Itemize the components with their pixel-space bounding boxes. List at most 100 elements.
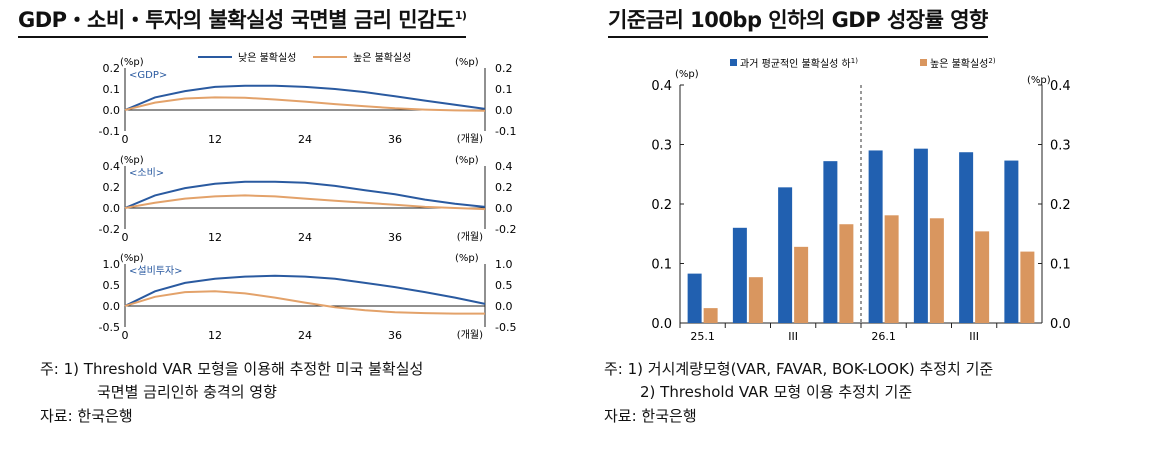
bar-series2-3	[794, 246, 809, 323]
bar-unit-left: (%p)	[675, 69, 699, 80]
bar-ytick-right-0: 0.4	[1050, 79, 1071, 94]
bar-series1-2	[732, 227, 747, 323]
right-note-2: 2) Threshold VAR 모형 이용 추정치 기준	[640, 383, 913, 401]
bar-ytick-left-1: 0.3	[651, 139, 672, 154]
legend-label-2: 높은 불확실성2)	[930, 57, 996, 70]
chart3-panel-label: <설비투자>	[129, 265, 183, 277]
chart2-ytick-left-0: 0.4	[103, 160, 121, 173]
chart1-panel-label: <GDP>	[129, 70, 167, 81]
legend-label-2: 높은 불확실성	[353, 52, 411, 64]
chart1-ytick-left-2: 0.0	[103, 104, 121, 117]
chart3-ytick-right-3: -0.5	[495, 321, 516, 334]
bar-series2-4	[839, 224, 854, 323]
bar-ytick-right-2: 0.2	[1050, 198, 1071, 213]
bar-ytick-right-3: 0.1	[1050, 258, 1071, 273]
chart1-xtick-2: 24	[298, 133, 312, 146]
chart3-ytick-right-1: 0.5	[495, 279, 513, 292]
chart1-ytick-left-0: 0.2	[103, 62, 121, 75]
chart1-xtick-3: 36	[388, 133, 402, 146]
bar-series2-8	[1020, 251, 1035, 323]
chart2-xtick-0: 0	[122, 231, 129, 244]
bar-ytick-left-3: 0.1	[651, 258, 672, 273]
chart3-unit-left: (%p)	[120, 253, 144, 264]
chart3-xtick-3: 36	[388, 329, 402, 342]
chart2-ytick-right-0: 0.4	[495, 160, 513, 173]
chart2-xtick-3: 36	[388, 231, 402, 244]
chart3-series-2-line	[124, 290, 485, 315]
bar-series2-5	[884, 215, 899, 323]
chart3-ytick-right-2: 0.0	[495, 300, 513, 313]
chart2-ytick-right-2: 0.0	[495, 202, 513, 215]
bar-ytick-left-2: 0.2	[651, 198, 672, 213]
left-note-2: 국면별 금리인하 충격의 영향	[97, 383, 277, 401]
chart1-xlabel: (개월)	[457, 133, 483, 145]
chart2-ytick-right-3: -0.2	[495, 223, 516, 236]
bar-series1-6	[913, 148, 928, 323]
bar-series2-7	[975, 231, 990, 323]
chart1-series-2-line	[124, 96, 486, 112]
chart3-xtick-2: 24	[298, 329, 312, 342]
legend-swatch-2	[920, 59, 927, 66]
chart2-xtick-2: 24	[298, 231, 312, 244]
bar-series1-5	[868, 150, 883, 323]
chart2-ytick-left-1: 0.2	[103, 181, 121, 194]
bar-category-3: III	[788, 330, 798, 343]
chart1-xtick-1: 12	[208, 133, 222, 146]
chart2-ytick-left-2: 0.0	[103, 202, 121, 215]
bar-ytick-right-4: 0.0	[1050, 317, 1071, 332]
legend-sup-2: 2)	[988, 57, 995, 65]
right-bar-chart: 과거 평균적인 불확실성 하1) 높은 불확실성2) 0.4 0.4 0.3 0.3 0.2…	[651, 57, 1071, 343]
legend-label-1: 낮은 불확실성	[238, 52, 296, 64]
bar-series2-6	[929, 218, 944, 323]
right-source: 자료: 한국은행	[604, 407, 697, 425]
bar-series2-1	[703, 308, 718, 323]
left-note-1: 주: 1) Threshold VAR 모형을 이용해 추정한 미국 불확실성	[40, 360, 424, 378]
chart3-unit-right: (%p)	[455, 253, 479, 264]
bar-unit-right: (%p)	[1027, 75, 1051, 86]
legend-label-1: 과거 평균적인 불확실성 하1)	[740, 57, 858, 70]
chart2-xtick-1: 12	[208, 231, 222, 244]
chart1-unit-right: (%p)	[455, 57, 479, 68]
right-note-1: 주: 1) 거시계량모형(VAR, FAVAR, BOK-LOOK) 추정치 기…	[604, 360, 994, 378]
chart1-ytick-right-1: 0.1	[495, 83, 513, 96]
bar-category-1: 25.1	[690, 330, 715, 343]
chart2-ytick-right-1: 0.2	[495, 181, 513, 194]
bar-series1-4	[823, 161, 838, 323]
chart2-panel-label: <소비>	[129, 167, 164, 179]
chart3-ytick-right-0: 1.0	[495, 258, 513, 271]
chart1-ytick-left-1: 0.1	[103, 83, 121, 96]
chart1-ytick-right-0: 0.2	[495, 62, 513, 75]
left-chart-title: GDP・소비・투자의 불확실성 국면별 금리 민감도1)	[18, 4, 467, 38]
chart2-series-1-line	[124, 180, 486, 209]
bar-series1-8	[1004, 160, 1019, 323]
bar-series1-1	[687, 273, 702, 323]
bar-ytick-left-0: 0.4	[651, 79, 672, 94]
chart2-ytick-left-3: -0.2	[99, 223, 120, 236]
chart1-xtick-0: 0	[122, 133, 129, 146]
chart2-unit-left: (%p)	[120, 155, 144, 166]
chart2-xlabel: (개월)	[457, 231, 483, 243]
chart2-series-2-line	[124, 194, 486, 211]
bar-category-7: III	[969, 330, 979, 343]
chart3-series-1-line	[124, 274, 486, 307]
bar-category-5: 26.1	[871, 330, 896, 343]
bar-ytick-left-4: 0.0	[651, 317, 672, 332]
chart3-ytick-left-3: -0.5	[99, 321, 120, 334]
bar-ytick-right-1: 0.3	[1050, 139, 1071, 154]
chart3-ytick-left-0: 1.0	[103, 258, 121, 271]
chart3-xlabel: (개월)	[457, 329, 483, 341]
chart3-ytick-left-2: 0.0	[103, 300, 121, 313]
chart3-ytick-left-1: 0.5	[103, 279, 121, 292]
bar-series1-3	[778, 187, 793, 323]
chart1-unit-left: (%p)	[120, 57, 144, 68]
chart3-xtick-1: 12	[208, 329, 222, 342]
chart1-ytick-right-2: 0.0	[495, 104, 513, 117]
chart1-ytick-right-3: -0.1	[495, 125, 516, 138]
chart1-ytick-left-3: -0.1	[99, 125, 120, 138]
bar-series2-2	[748, 277, 763, 323]
chart3-xtick-0: 0	[122, 329, 129, 342]
chart2-unit-right: (%p)	[455, 155, 479, 166]
legend-sup-1: 1)	[851, 57, 858, 65]
chart1-series-1-line	[124, 84, 486, 111]
left-source: 자료: 한국은행	[40, 407, 133, 425]
